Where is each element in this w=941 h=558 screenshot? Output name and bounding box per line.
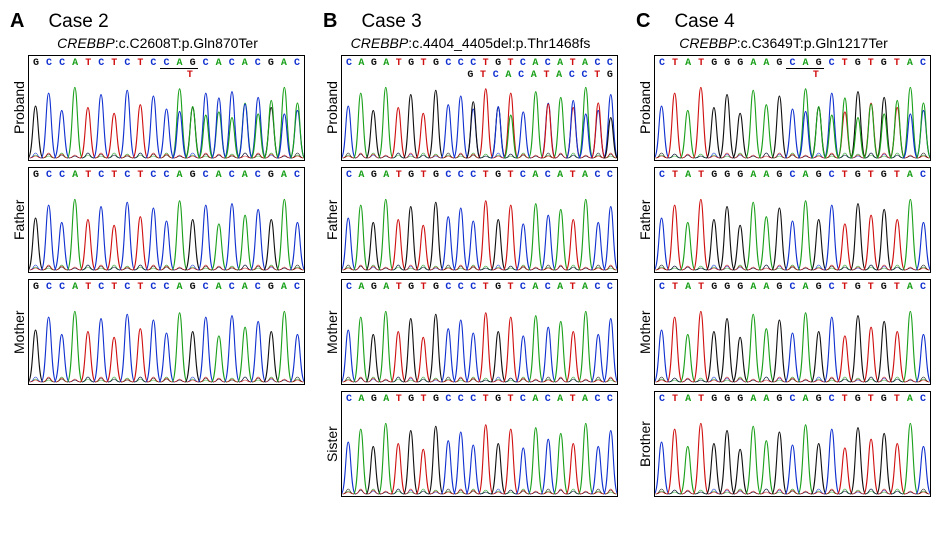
- figure: A Case 2 CREBBP:c.C2608T:p.Gln870Ter Proban…: [10, 10, 931, 497]
- chromatogram: CAGATGTGCCCTGTCACATACCGTCACATACCTG: [341, 55, 618, 161]
- variant-label: CREBBP:c.C2608T:p.Gln870Ter: [10, 35, 305, 51]
- mutation-underline: [160, 68, 198, 69]
- chromatogram: CAGATGTGCCCTGTCACATACC: [341, 279, 618, 385]
- sequence-line: CTATGGGAAGCAGCTGTGTAC: [659, 282, 926, 293]
- panel-C: C Case 4 CREBBP:c.C3649T:p.Gln1217Ter Proba…: [636, 10, 931, 497]
- sequence-line: CTATGGGAAGCAGCTGTGTAC: [659, 170, 926, 181]
- case-title: Case 2: [48, 11, 108, 33]
- variant-label: CREBBP:c.C3649T:p.Gln1217Ter: [636, 35, 931, 51]
- chromatogram-row: Mother GCCATCTCTCCAGCACACGAC: [10, 279, 305, 385]
- row-label: Proband: [323, 55, 341, 161]
- sequence-line: CAGATGTGCCCTGTCACATACC: [346, 394, 613, 405]
- row-label: Mother: [10, 279, 28, 385]
- panel-letter: B: [323, 10, 337, 33]
- chromatogram-row: ProbandCTATGGGAAGCAGCTGTGTACT: [636, 55, 931, 161]
- mutation-base: T: [813, 70, 819, 81]
- mutation-base: T: [187, 70, 193, 81]
- case-title: Case 4: [674, 11, 734, 33]
- row-label: Proband: [636, 55, 654, 161]
- chromatogram: GCCATCTCTCCAGCACACGACT: [28, 55, 305, 161]
- panel-A: A Case 2 CREBBP:c.C2608T:p.Gln870Ter Proban…: [10, 10, 305, 385]
- chromatogram-row: Father CAGATGTGCCCTGTCACATACC: [323, 167, 618, 273]
- chromatogram-row: ProbandGCCATCTCTCCAGCACACGACT: [10, 55, 305, 161]
- chromatogram: CTATGGGAAGCAGCTGTGTAC: [654, 167, 931, 273]
- chromatogram-row: Father GCCATCTCTCCAGCACACGAC: [10, 167, 305, 273]
- panel-B: B Case 3 CREBBP:c.4404_4405del:p.Thr1468fs…: [323, 10, 618, 497]
- mutation-underline: [786, 68, 824, 69]
- chromatogram: CAGATGTGCCCTGTCACATACC: [341, 391, 618, 497]
- chromatogram: CTATGGGAAGCAGCTGTGTAC: [654, 279, 931, 385]
- chromatogram-row: Mother CAGATGTGCCCTGTCACATACC: [323, 279, 618, 385]
- case-title: Case 3: [361, 11, 421, 33]
- sequence-line: GCCATCTCTCCAGCACACGAC: [33, 282, 300, 293]
- row-label: Mother: [323, 279, 341, 385]
- chromatogram-row: Father CTATGGGAAGCAGCTGTGTAC: [636, 167, 931, 273]
- row-label: Father: [323, 167, 341, 273]
- chromatogram-row: Mother CTATGGGAAGCAGCTGTGTAC: [636, 279, 931, 385]
- chromatogram-row: Sister CAGATGTGCCCTGTCACATACC: [323, 391, 618, 497]
- chromatogram-row: ProbandCAGATGTGCCCTGTCACATACCGTCACATACCT…: [323, 55, 618, 161]
- row-label: Mother: [636, 279, 654, 385]
- sequence-line-secondary: GTCACATACCTG: [346, 70, 613, 81]
- chromatogram: GCCATCTCTCCAGCACACGAC: [28, 279, 305, 385]
- sequence-line: CAGATGTGCCCTGTCACATACC: [346, 58, 613, 69]
- chromatogram: CTATGGGAAGCAGCTGTGTAC: [654, 391, 931, 497]
- row-label: Father: [636, 167, 654, 273]
- panel-letter: A: [10, 10, 24, 33]
- row-label: Brother: [636, 391, 654, 497]
- chromatogram: CTATGGGAAGCAGCTGTGTACT: [654, 55, 931, 161]
- chromatogram: GCCATCTCTCCAGCACACGAC: [28, 167, 305, 273]
- row-label: Proband: [10, 55, 28, 161]
- row-label: Father: [10, 167, 28, 273]
- sequence-line: CTATGGGAAGCAGCTGTGTAC: [659, 394, 926, 405]
- row-label: Sister: [323, 391, 341, 497]
- variant-label: CREBBP:c.4404_4405del:p.Thr1468fs: [323, 35, 618, 51]
- sequence-line: GCCATCTCTCCAGCACACGAC: [33, 170, 300, 181]
- chromatogram-row: Brother CTATGGGAAGCAGCTGTGTAC: [636, 391, 931, 497]
- sequence-line: CAGATGTGCCCTGTCACATACC: [346, 282, 613, 293]
- sequence-line: CAGATGTGCCCTGTCACATACC: [346, 170, 613, 181]
- panel-letter: C: [636, 10, 650, 33]
- chromatogram: CAGATGTGCCCTGTCACATACC: [341, 167, 618, 273]
